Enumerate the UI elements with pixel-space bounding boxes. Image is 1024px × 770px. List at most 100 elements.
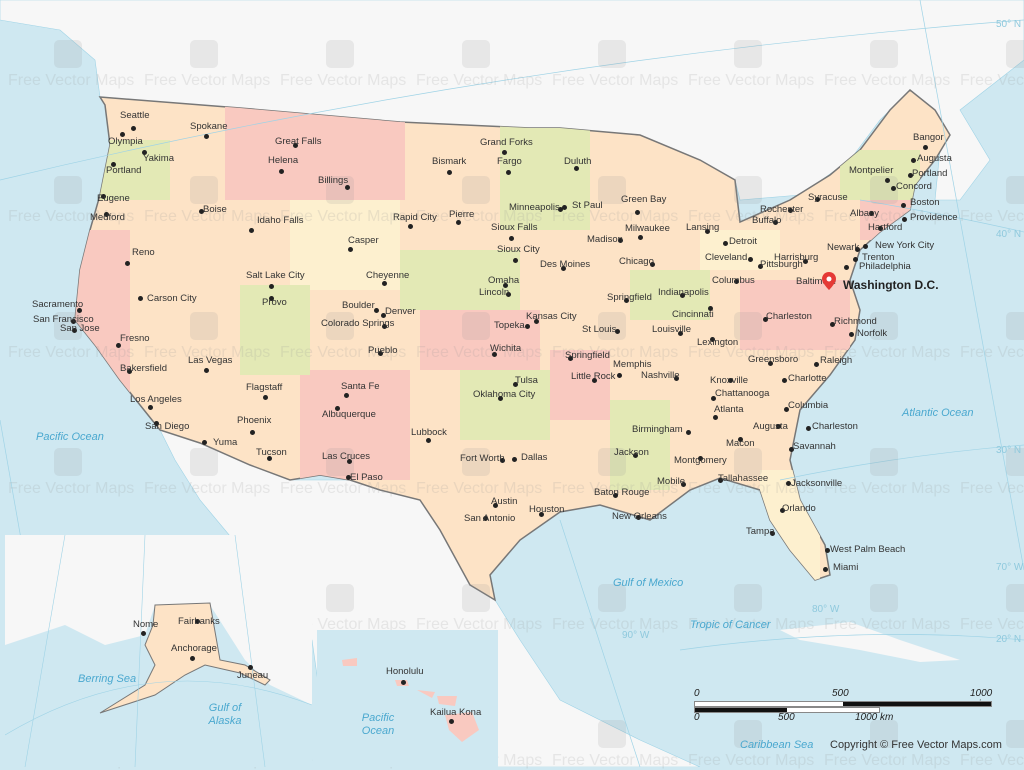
city-marker[interactable] [346, 458, 352, 464]
city-marker[interactable] [455, 219, 461, 225]
city-marker[interactable] [198, 208, 204, 214]
city-marker[interactable] [505, 291, 511, 297]
city-marker[interactable] [505, 169, 511, 175]
city-marker[interactable] [775, 423, 781, 429]
city-marker[interactable] [425, 437, 431, 443]
city-marker[interactable] [704, 228, 710, 234]
city-marker[interactable] [502, 282, 508, 288]
city-marker[interactable] [824, 547, 830, 553]
city-marker[interactable] [697, 455, 703, 461]
city-marker[interactable] [710, 395, 716, 401]
city-marker[interactable] [805, 425, 811, 431]
city-marker[interactable] [747, 256, 753, 262]
city-marker[interactable] [637, 234, 643, 240]
city-marker[interactable] [100, 193, 106, 199]
city-marker[interactable] [76, 307, 82, 313]
city-marker[interactable] [381, 280, 387, 286]
city-marker[interactable] [762, 316, 768, 322]
city-marker[interactable] [140, 630, 146, 636]
city-marker[interactable] [727, 377, 733, 383]
city-marker[interactable] [70, 318, 76, 324]
city-marker[interactable] [115, 342, 121, 348]
city-marker[interactable] [247, 664, 253, 670]
city-marker[interactable] [717, 477, 723, 483]
city-marker[interactable] [769, 530, 775, 536]
city-marker[interactable] [512, 381, 518, 387]
city-marker[interactable] [802, 258, 808, 264]
city-marker[interactable] [868, 210, 874, 216]
city-marker[interactable] [707, 305, 713, 311]
capital-marker[interactable] [822, 272, 836, 290]
city-marker[interactable] [268, 295, 274, 301]
city-marker[interactable] [781, 377, 787, 383]
city-marker[interactable] [829, 321, 835, 327]
city-marker[interactable] [772, 219, 778, 225]
city-marker[interactable] [194, 618, 200, 624]
city-marker[interactable] [634, 209, 640, 215]
city-marker[interactable] [501, 149, 507, 155]
city-marker[interactable] [649, 261, 655, 267]
city-marker[interactable] [334, 405, 340, 411]
city-marker[interactable] [343, 392, 349, 398]
city-marker[interactable] [124, 260, 130, 266]
city-marker[interactable] [616, 372, 622, 378]
city-marker[interactable] [814, 196, 820, 202]
city-marker[interactable] [141, 149, 147, 155]
city-marker[interactable] [890, 185, 896, 191]
city-marker[interactable] [673, 375, 679, 381]
city-marker[interactable] [71, 327, 77, 333]
city-marker[interactable] [266, 455, 272, 461]
city-marker[interactable] [623, 297, 629, 303]
city-marker[interactable] [848, 331, 854, 337]
city-marker[interactable] [900, 202, 906, 208]
city-marker[interactable] [377, 350, 383, 356]
city-marker[interactable] [679, 292, 685, 298]
city-marker[interactable] [632, 452, 638, 458]
city-marker[interactable] [677, 330, 683, 336]
city-marker[interactable] [400, 679, 406, 685]
city-marker[interactable] [560, 265, 566, 271]
city-marker[interactable] [491, 351, 497, 357]
city-marker[interactable] [533, 318, 539, 324]
city-marker[interactable] [922, 144, 928, 150]
city-marker[interactable] [757, 263, 763, 269]
city-marker[interactable] [201, 439, 207, 445]
city-marker[interactable] [573, 165, 579, 171]
city-marker[interactable] [482, 515, 488, 521]
city-marker[interactable] [561, 204, 567, 210]
city-marker[interactable] [788, 446, 794, 452]
city-marker[interactable] [901, 216, 907, 222]
city-marker[interactable] [635, 514, 641, 520]
city-marker[interactable] [854, 246, 860, 252]
city-marker[interactable] [557, 206, 563, 212]
city-marker[interactable] [538, 511, 544, 517]
city-marker[interactable] [407, 223, 413, 229]
city-marker[interactable] [492, 502, 498, 508]
city-marker[interactable] [709, 336, 715, 342]
city-marker[interactable] [722, 240, 728, 246]
city-marker[interactable] [862, 243, 868, 249]
city-marker[interactable] [448, 718, 454, 724]
city-marker[interactable] [497, 395, 503, 401]
city-marker[interactable] [130, 125, 136, 131]
city-marker[interactable] [617, 237, 623, 243]
city-marker[interactable] [685, 429, 691, 435]
city-marker[interactable] [852, 256, 858, 262]
city-marker[interactable] [147, 404, 153, 410]
city-marker[interactable] [612, 492, 618, 498]
city-marker[interactable] [292, 142, 298, 148]
city-marker[interactable] [508, 235, 514, 241]
city-marker[interactable] [381, 323, 387, 329]
city-marker[interactable] [737, 436, 743, 442]
city-marker[interactable] [680, 481, 686, 487]
city-marker[interactable] [512, 257, 518, 263]
city-marker[interactable] [813, 361, 819, 367]
city-marker[interactable] [373, 307, 379, 313]
city-marker[interactable] [110, 161, 116, 167]
city-marker[interactable] [249, 429, 255, 435]
city-marker[interactable] [787, 207, 793, 213]
city-marker[interactable] [345, 474, 351, 480]
city-marker[interactable] [103, 211, 109, 217]
city-marker[interactable] [567, 355, 573, 361]
